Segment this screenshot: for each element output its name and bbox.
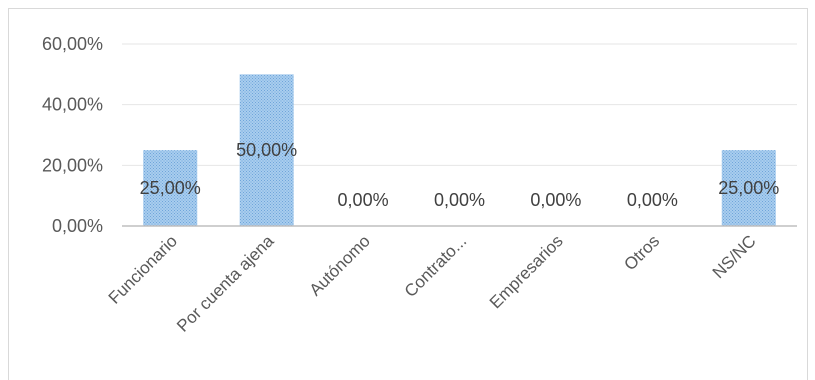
bars: [143, 74, 776, 226]
x-tick-label: Funcionario: [105, 231, 181, 307]
y-tick-label: 0,00%: [52, 216, 103, 236]
y-tick-label: 20,00%: [42, 155, 103, 175]
bar: [143, 150, 198, 226]
data-label: 25,00%: [718, 178, 779, 198]
y-axis: 0,00% 20,00% 40,00% 60,00%: [42, 34, 103, 236]
y-tick-label: 60,00%: [42, 34, 103, 54]
data-label: 0,00%: [338, 190, 389, 210]
x-tick-label: Autónomo: [306, 231, 374, 299]
gridlines: [122, 43, 797, 166]
x-tick-label: Otros: [620, 231, 663, 274]
y-tick-label: 40,00%: [42, 95, 103, 115]
chart-frame: [8, 8, 808, 380]
data-label: 0,00%: [530, 190, 581, 210]
x-tick-label: Por cuenta ajena: [173, 231, 278, 336]
data-label: 25,00%: [140, 178, 201, 198]
x-tick-label: Empresarios: [486, 231, 567, 312]
x-tick-label: Contrato...: [401, 231, 471, 301]
data-label: 0,00%: [434, 190, 485, 210]
data-labels: 25,00% 50,00% 0,00% 0,00% 0,00% 0,00% 25,00%: [140, 140, 780, 210]
bar: [721, 150, 776, 226]
x-tick-label: NS/NC: [709, 231, 760, 282]
bar: [239, 74, 294, 226]
data-label: 0,00%: [627, 190, 678, 210]
data-label: 50,00%: [236, 140, 297, 160]
